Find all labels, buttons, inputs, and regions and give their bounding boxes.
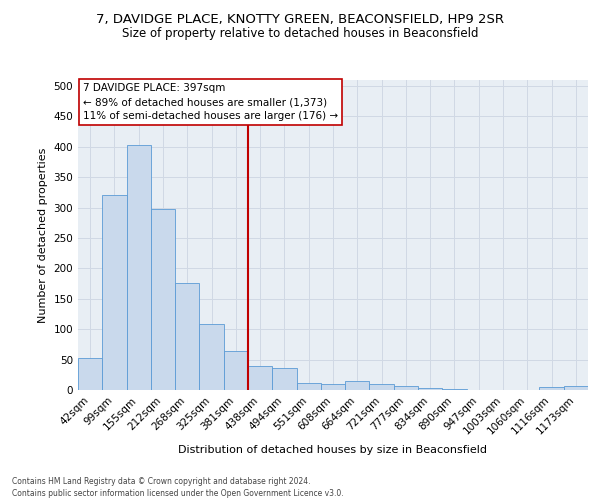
Bar (370, 384, 394, 390)
Bar (151, 210, 175, 390)
Bar (296, 384, 321, 390)
Bar (224, 351, 248, 390)
Bar (127, 145, 151, 390)
Bar (272, 368, 296, 390)
Bar (394, 386, 418, 390)
Bar (564, 386, 588, 390)
Bar (199, 324, 224, 390)
Text: 7 DAVIDGE PLACE: 397sqm
← 89% of detached houses are smaller (1,373)
11% of semi: 7 DAVIDGE PLACE: 397sqm ← 89% of detache… (83, 83, 338, 121)
Bar (175, 283, 199, 390)
Text: Size of property relative to detached houses in Beaconsfield: Size of property relative to detached ho… (122, 28, 478, 40)
Text: 7, DAVIDGE PLACE, KNOTTY GREEN, BEACONSFIELD, HP9 2SR: 7, DAVIDGE PLACE, KNOTTY GREEN, BEACONSF… (96, 12, 504, 26)
X-axis label: Distribution of detached houses by size in Beaconsfield: Distribution of detached houses by size … (179, 444, 487, 454)
Y-axis label: Number of detached properties: Number of detached properties (38, 148, 48, 322)
Bar (418, 388, 442, 390)
Bar (321, 384, 345, 390)
Bar (248, 366, 272, 390)
Bar (78, 358, 102, 390)
Bar (102, 196, 127, 390)
Bar (539, 387, 564, 390)
Bar (345, 381, 370, 390)
Text: Contains HM Land Registry data © Crown copyright and database right 2024.
Contai: Contains HM Land Registry data © Crown c… (12, 476, 344, 498)
